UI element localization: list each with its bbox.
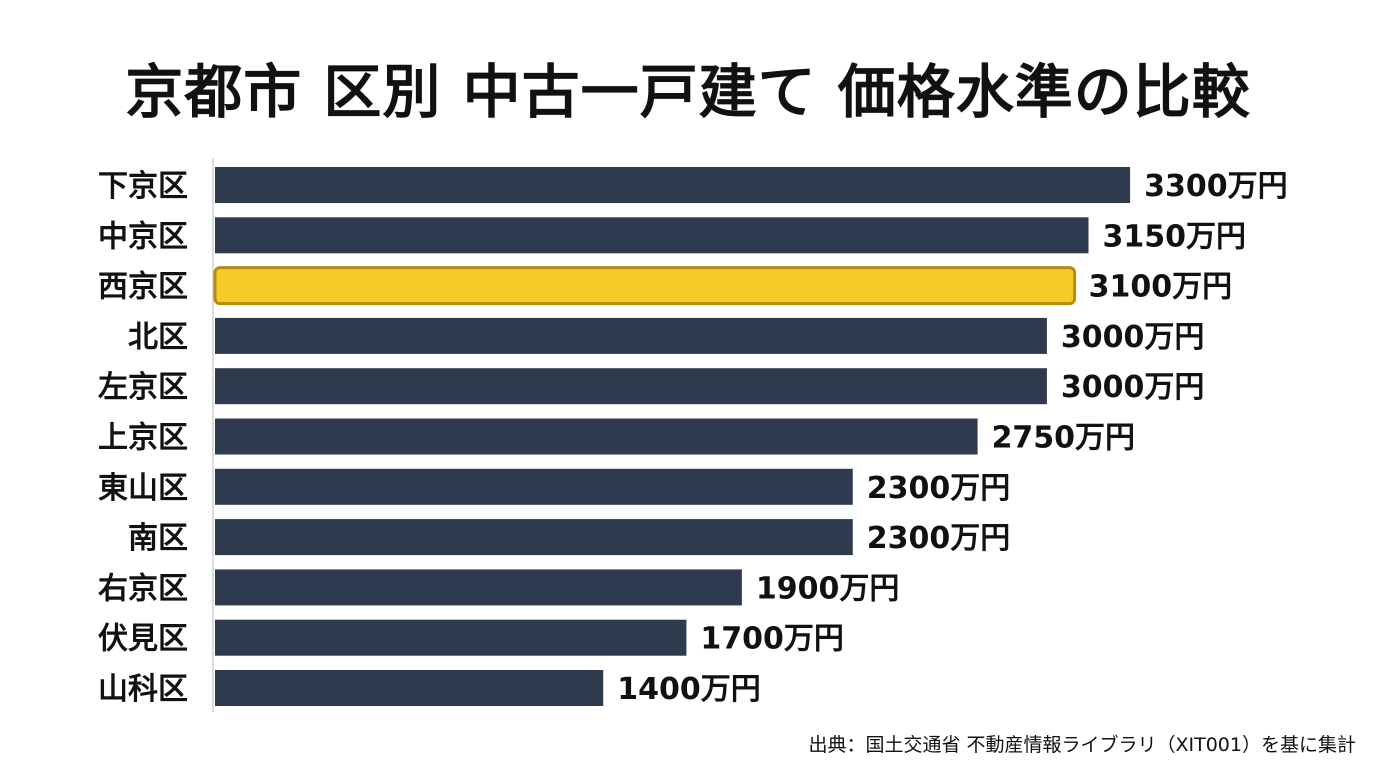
category-label-3: 北区 (128, 320, 188, 355)
value-label-10: 1400万円 (617, 672, 761, 707)
chart-title: 京都市 区別 中古一戸建て 価格水準の比較 (125, 58, 1251, 126)
value-label-9: 1700万円 (700, 622, 844, 657)
value-labels-group: 3300万円 3150万円 3100万円 3000万円 3000万円 2750万円 2300… (617, 169, 1287, 707)
bar-1 (215, 217, 1089, 254)
bar-3 (215, 317, 1047, 354)
bar-0 (215, 167, 1131, 203)
bar-9 (215, 619, 687, 656)
category-label-4: 左京区 (98, 370, 188, 405)
value-label-7: 2300万円 (867, 521, 1011, 556)
bar-7 (215, 519, 853, 556)
category-label-10: 山科区 (98, 672, 188, 707)
bar-8 (215, 569, 742, 606)
category-label-6: 東山区 (98, 471, 188, 506)
category-label-7: 南区 (128, 521, 188, 556)
category-label-9: 伏見区 (98, 622, 188, 657)
category-label-8: 右京区 (98, 571, 188, 606)
value-label-3: 3000万円 (1061, 320, 1205, 355)
category-label-5: 上京区 (98, 421, 188, 456)
value-label-1: 3150万円 (1102, 219, 1246, 254)
value-label-6: 2300万円 (867, 471, 1011, 506)
value-label-5: 2750万円 (992, 421, 1135, 456)
bar-6 (215, 468, 853, 505)
category-label-0: 下京区 (98, 169, 188, 204)
value-label-0: 3300万円 (1144, 169, 1288, 204)
source-note: 出典：国土交通省 不動産情報ライブラリ（XIT001）を基に集計 (808, 734, 1356, 756)
bar-10 (215, 670, 604, 706)
category-label-1: 中京区 (98, 219, 188, 254)
bar-5 (215, 418, 978, 455)
value-label-8: 1900万円 (756, 571, 900, 606)
category-label-2: 西京区 (98, 270, 188, 305)
bar-2 (213, 266, 1077, 306)
value-label-4: 3000万円 (1061, 370, 1205, 405)
bars-group (213, 167, 1131, 706)
bar-4 (215, 368, 1047, 405)
value-label-2: 3100万円 (1089, 270, 1233, 305)
